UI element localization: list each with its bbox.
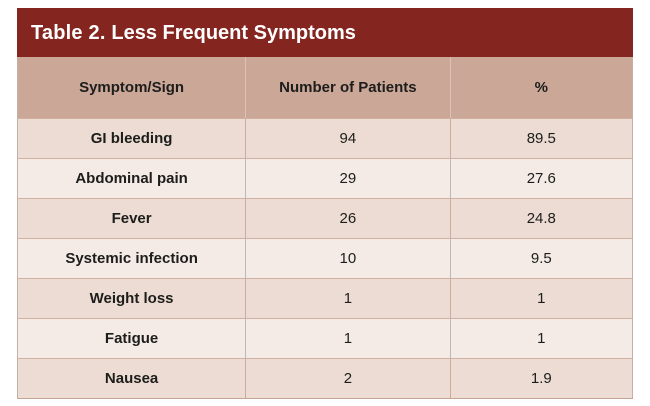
cell-percent: 1.9 (449, 359, 632, 398)
table-row: Nausea 2 1.9 (18, 358, 632, 398)
cell-percent: 89.5 (449, 119, 632, 158)
cell-symptom: Weight loss (89, 290, 174, 307)
cell-patients: 2 (245, 359, 449, 398)
cell-symptom: Fever (111, 210, 152, 227)
column-header-patients: Number of Patients (245, 57, 449, 118)
cell-symptom: Abdominal pain (75, 170, 188, 187)
cell-symptom: GI bleeding (90, 130, 173, 147)
table-row: Systemic infection 10 9.5 (18, 238, 632, 278)
cell-symptom: Systemic infection (65, 250, 198, 267)
table-title-text: Less Frequent Symptoms (111, 21, 356, 44)
column-header-row: Symptom/Sign Number of Patients % (18, 57, 632, 118)
cell-percent: 9.5 (449, 239, 632, 278)
table-row: Fever 26 24.8 (18, 198, 632, 238)
cell-percent: 24.8 (449, 199, 632, 238)
cell-symptom: Fatigue (104, 330, 159, 347)
table-row: Weight loss 1 1 (18, 278, 632, 318)
table-row: GI bleeding 94 89.5 (18, 118, 632, 158)
cell-patients: 1 (245, 279, 449, 318)
cell-patients: 29 (245, 159, 449, 198)
cell-symptom: Nausea (104, 370, 159, 387)
column-header-percent: % (449, 57, 632, 118)
cell-percent: 1 (449, 319, 632, 358)
cell-patients: 10 (245, 239, 449, 278)
cell-patients: 26 (245, 199, 449, 238)
cell-percent: 1 (449, 279, 632, 318)
cell-percent: 27.6 (449, 159, 632, 198)
table-title-band: Table 2. Less Frequent Symptoms (17, 8, 633, 57)
column-header-symptom: Symptom/Sign (79, 79, 185, 96)
cell-patients: 94 (245, 119, 449, 158)
table-row: Fatigue 1 1 (18, 318, 632, 358)
table-row: Abdominal pain 29 27.6 (18, 158, 632, 198)
table-body: GI bleeding 94 89.5 Abdominal pain 29 27… (18, 118, 632, 398)
symptoms-table: Table 2. Less Frequent Symptoms Symptom/… (17, 8, 633, 399)
cell-patients: 1 (245, 319, 449, 358)
table-grid: Symptom/Sign Number of Patients % GI ble… (17, 57, 633, 399)
table-title-prefix: Table 2. (31, 21, 112, 44)
